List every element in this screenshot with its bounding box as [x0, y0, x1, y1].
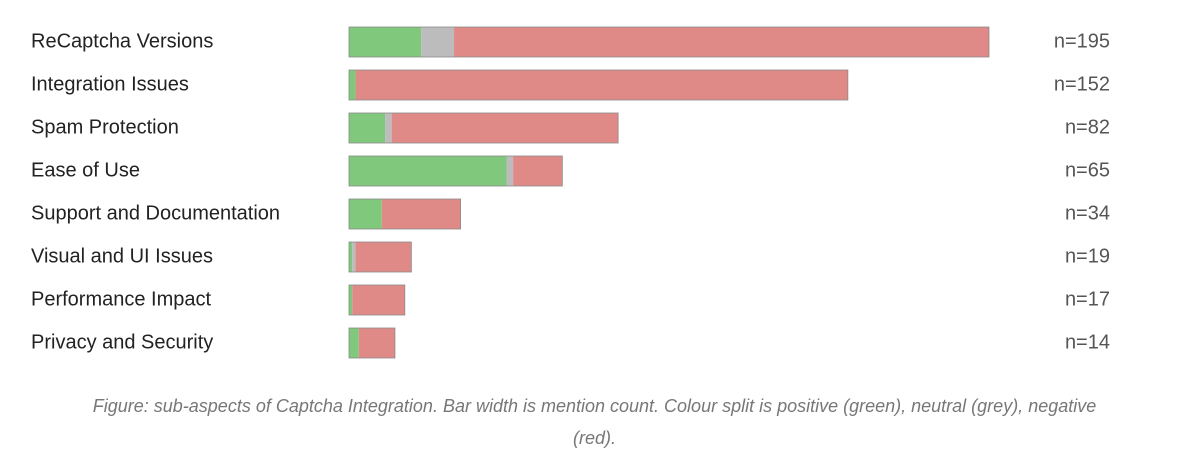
n-label: n=19 — [1065, 245, 1110, 267]
n-label: n=34 — [1065, 202, 1110, 224]
bar-segment — [349, 242, 353, 272]
bar-segment — [349, 285, 353, 315]
bar-segment — [391, 113, 619, 143]
n-label: n=14 — [1065, 331, 1110, 353]
bar-segment — [349, 27, 422, 57]
n-label: n=82 — [1065, 116, 1110, 138]
bar-segment — [349, 70, 356, 100]
bar-segment — [352, 285, 405, 315]
bar-segment — [355, 242, 412, 272]
bar-segment — [352, 242, 356, 272]
bar-segment — [421, 27, 455, 57]
category-label: Privacy and Security — [31, 331, 213, 353]
bar-outline — [348, 327, 396, 359]
bar-segment — [349, 113, 386, 143]
bar-outline — [348, 26, 990, 58]
bar-outline — [348, 284, 406, 316]
bar-segment — [349, 156, 507, 186]
bar-segment — [506, 156, 514, 186]
category-label: Support and Documentation — [31, 202, 280, 224]
bar-segment — [385, 113, 392, 143]
n-label: n=17 — [1065, 288, 1110, 310]
bar-outline — [348, 69, 849, 101]
bar-segment — [381, 199, 461, 229]
caption: Figure: sub-aspects of Captcha Integrati… — [92, 396, 1097, 448]
n-label: n=195 — [1054, 30, 1110, 52]
category-label: Integration Issues — [31, 73, 189, 95]
bar-segment — [349, 328, 359, 358]
bar-outline — [348, 112, 619, 144]
bar-segment — [454, 27, 989, 57]
chart: ReCaptcha Versions n=195 Integration Issue… — [31, 26, 1110, 359]
category-label: Spam Protection — [31, 116, 179, 138]
bar-segment — [355, 70, 848, 100]
bar-segment — [358, 328, 395, 358]
n-label: n=152 — [1054, 73, 1110, 95]
category-label: Ease of Use — [31, 159, 140, 181]
bar-segment — [349, 199, 382, 229]
bar-outline — [348, 155, 563, 187]
category-label: Performance Impact — [31, 288, 212, 310]
category-label: ReCaptcha Versions — [31, 30, 213, 52]
bar-outline — [348, 198, 461, 230]
bar-segment — [513, 156, 563, 186]
category-label: Visual and UI Issues — [31, 245, 213, 267]
bar-outline — [348, 241, 412, 273]
n-label: n=65 — [1065, 159, 1110, 181]
